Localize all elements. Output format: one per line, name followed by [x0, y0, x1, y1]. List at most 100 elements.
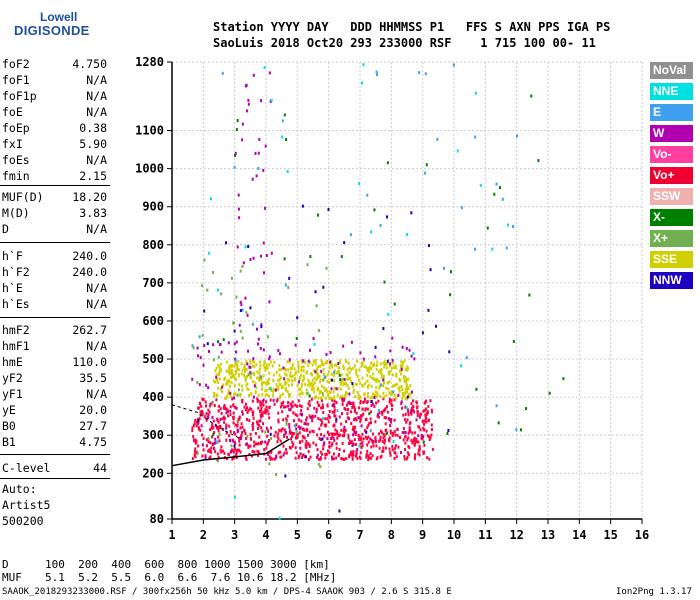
data-point	[353, 405, 356, 409]
data-point	[387, 370, 390, 374]
data-point	[252, 425, 255, 429]
legend-item: NNE	[650, 83, 693, 100]
data-point	[384, 422, 387, 426]
data-point	[423, 401, 426, 405]
data-point	[288, 425, 291, 429]
data-point	[336, 393, 339, 397]
param-label: yF1	[2, 387, 23, 401]
data-point	[248, 419, 251, 423]
data-point	[493, 192, 496, 196]
data-point	[290, 405, 293, 409]
data-point	[218, 371, 221, 375]
data-point	[367, 454, 370, 458]
data-point	[277, 385, 280, 389]
data-point	[218, 404, 221, 408]
data-point	[335, 363, 338, 367]
data-point	[229, 409, 232, 413]
x-tick-label: 5	[294, 528, 301, 542]
data-point	[278, 373, 281, 377]
data-point	[243, 428, 246, 432]
data-point	[227, 389, 230, 393]
data-point	[297, 387, 300, 391]
param-label: h`E	[2, 281, 23, 295]
data-point	[281, 410, 284, 414]
data-point	[244, 376, 247, 380]
data-point	[211, 426, 214, 430]
data-point	[349, 376, 352, 380]
data-point	[251, 427, 254, 431]
data-point	[400, 451, 403, 455]
data-point	[249, 361, 252, 365]
data-point	[409, 384, 412, 388]
data-point	[354, 425, 357, 429]
data-point	[405, 406, 408, 410]
data-point	[354, 407, 357, 411]
data-point	[338, 433, 341, 437]
data-point	[386, 359, 389, 363]
data-point	[303, 422, 306, 426]
data-point	[328, 445, 331, 449]
data-point	[264, 369, 267, 373]
data-point	[333, 424, 336, 428]
data-point	[375, 386, 378, 390]
data-point	[332, 390, 335, 394]
data-point	[350, 340, 353, 344]
param-value: 20.0	[79, 403, 107, 417]
data-point	[254, 442, 257, 446]
data-point	[264, 408, 267, 412]
data-point	[345, 372, 348, 376]
data-point	[227, 392, 230, 396]
data-point	[226, 379, 229, 383]
data-point	[281, 119, 284, 123]
param-label: D	[2, 222, 9, 236]
data-point	[305, 388, 308, 392]
data-point	[299, 412, 302, 416]
data-point	[213, 394, 216, 398]
data-point	[341, 397, 344, 401]
data-point	[259, 413, 262, 417]
data-point	[427, 419, 430, 423]
data-point	[315, 395, 318, 399]
data-point	[350, 367, 353, 371]
data-point	[280, 386, 283, 390]
data-point	[234, 377, 237, 381]
data-point	[219, 448, 222, 452]
data-point	[343, 406, 346, 410]
data-point	[205, 444, 208, 448]
data-point	[353, 364, 356, 368]
data-point	[525, 407, 528, 411]
x-tick-label: 14	[572, 528, 586, 542]
data-point	[226, 457, 229, 461]
data-point	[341, 377, 344, 381]
data-point	[306, 407, 309, 411]
data-point	[301, 439, 304, 443]
data-point	[388, 447, 391, 451]
data-point	[355, 442, 358, 446]
data-point	[328, 381, 331, 385]
data-point	[356, 359, 359, 363]
data-point	[275, 387, 278, 391]
data-point	[300, 368, 303, 372]
data-point	[413, 457, 416, 461]
param-value: 4.750	[72, 57, 107, 71]
data-point	[321, 361, 324, 365]
param-label: C-level	[2, 461, 51, 475]
data-point	[246, 382, 249, 386]
data-point	[254, 381, 257, 385]
data-point	[392, 439, 395, 443]
data-point	[329, 360, 332, 364]
param-label: foF2	[2, 57, 30, 71]
data-point	[299, 452, 302, 456]
data-point	[376, 391, 379, 395]
data-point	[333, 432, 336, 436]
data-point	[294, 370, 297, 374]
data-point	[312, 415, 315, 419]
data-point	[225, 369, 228, 373]
data-point	[360, 445, 363, 449]
data-point	[359, 399, 362, 403]
data-point	[331, 435, 334, 439]
data-point	[346, 416, 349, 420]
data-point	[367, 456, 370, 460]
data-point	[329, 378, 332, 382]
data-point	[297, 363, 300, 367]
